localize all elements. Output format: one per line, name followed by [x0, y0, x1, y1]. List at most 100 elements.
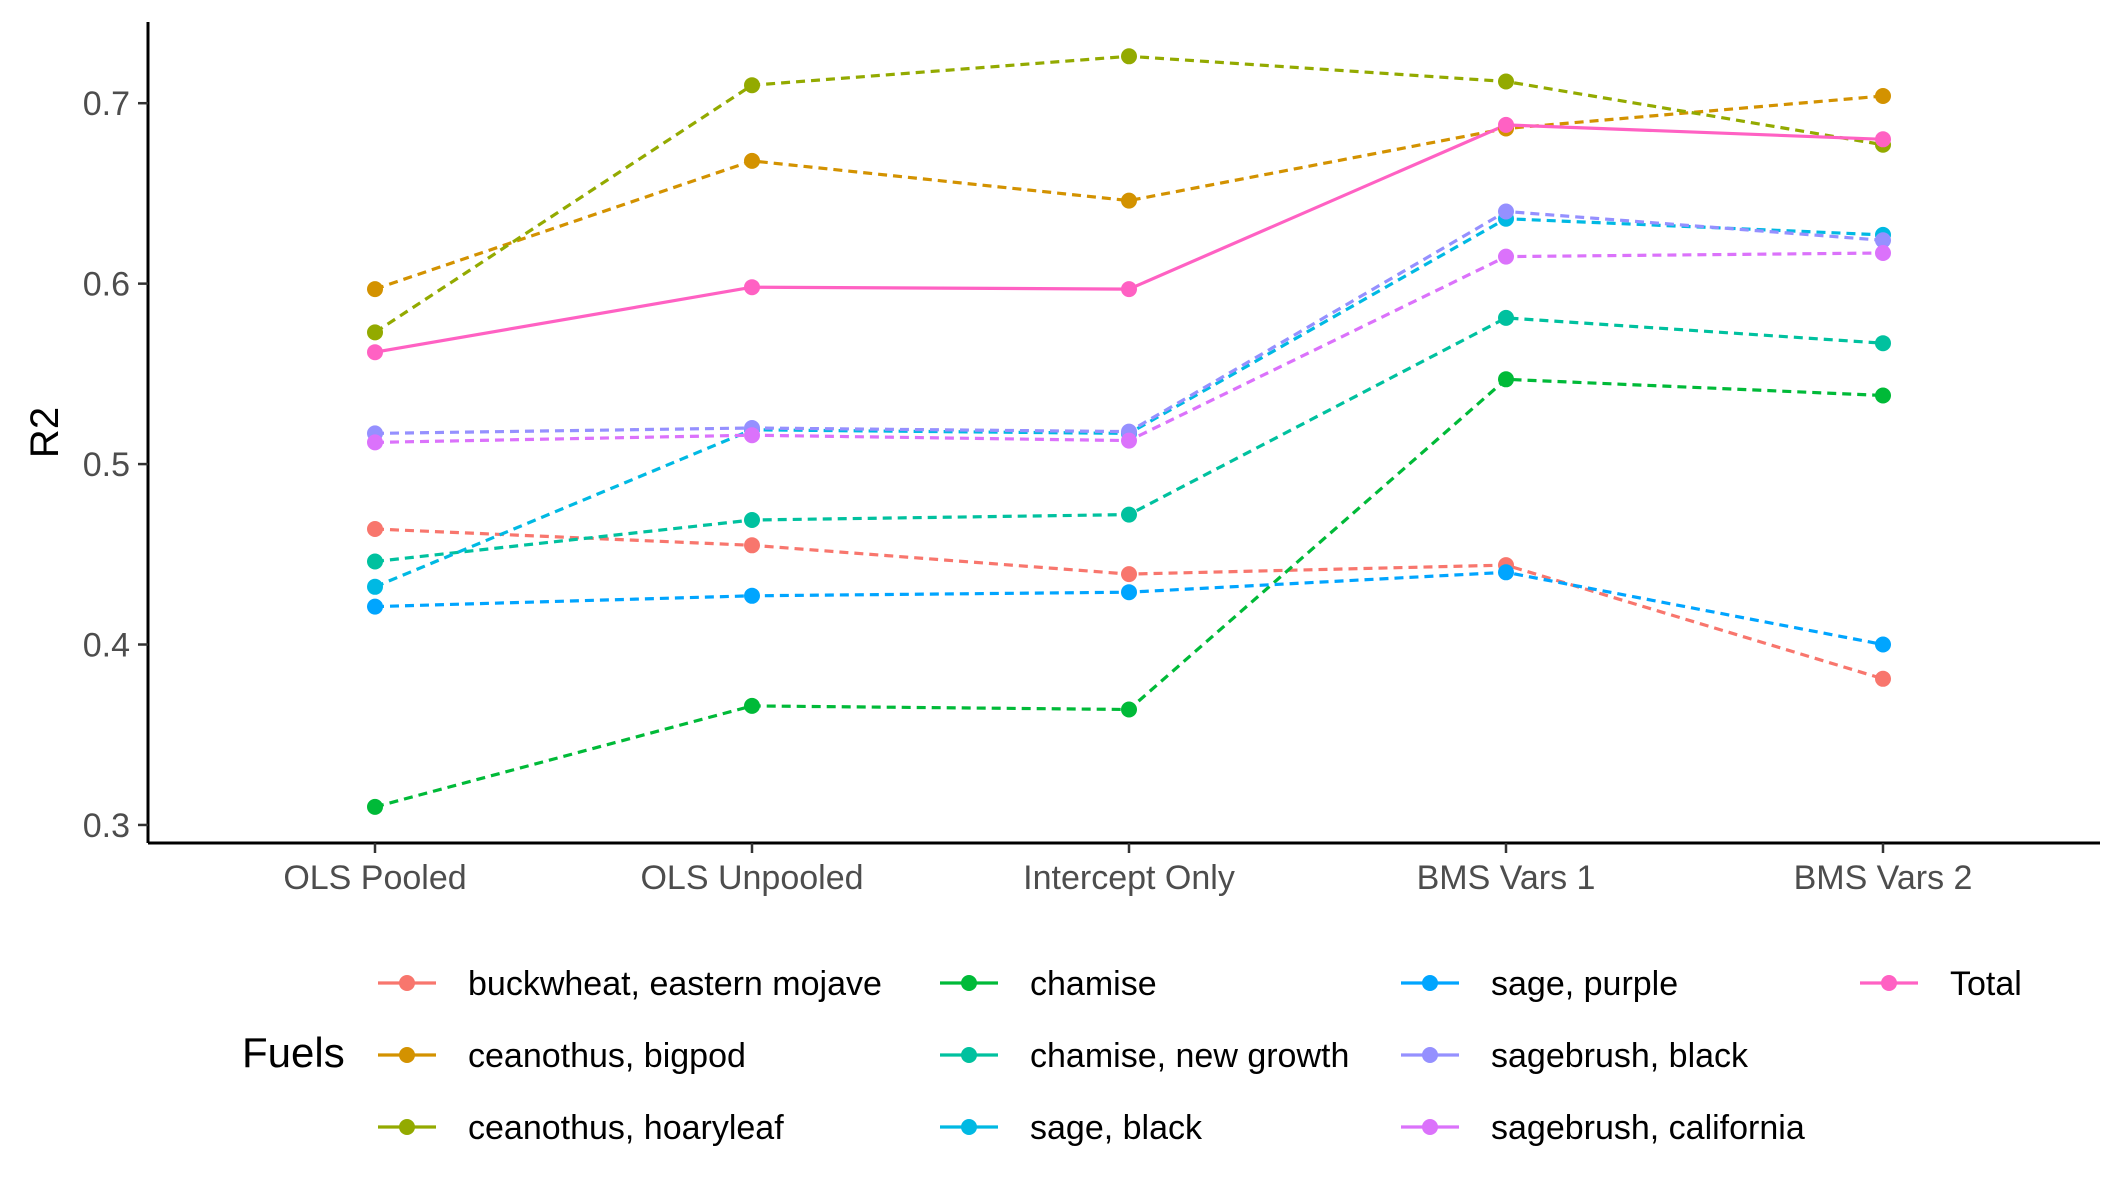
- data-point: [1498, 73, 1514, 90]
- data-point: [367, 578, 383, 595]
- data-point: [367, 553, 383, 570]
- legend: Fuels buckwheat, eastern mojave ceanothus,…: [242, 965, 2022, 1147]
- x-tick-label: Intercept Only: [1023, 859, 1235, 897]
- legend-item: Total: [1860, 965, 2022, 1003]
- x-tick-label: OLS Unpooled: [640, 859, 863, 897]
- series-line: [374, 123, 1884, 354]
- legend-key-point: [961, 1047, 977, 1063]
- data-point: [367, 324, 383, 341]
- legend-label: sagebrush, california: [1491, 1109, 1805, 1147]
- y-tick-label: 0.5: [83, 446, 130, 484]
- series-points: [367, 245, 1891, 451]
- legend-key-point: [961, 1119, 977, 1135]
- legend-label: sage, purple: [1491, 965, 1678, 1003]
- y-axis-title: R2: [23, 407, 67, 458]
- data-point: [744, 77, 760, 94]
- data-point: [744, 152, 760, 169]
- legend-label: sagebrush, black: [1491, 1037, 1749, 1075]
- y-tick-label: 0.3: [83, 807, 130, 845]
- series-group: [374, 527, 1884, 681]
- series-points: [367, 371, 1891, 815]
- data-point: [367, 434, 383, 451]
- data-point: [1875, 636, 1891, 653]
- legend-label: Total: [1950, 965, 2022, 1003]
- legend-key-point: [399, 1119, 415, 1135]
- data-point: [1121, 48, 1137, 65]
- data-point: [744, 697, 760, 714]
- series-points: [367, 88, 1891, 298]
- data-point: [367, 798, 383, 815]
- data-point: [1875, 131, 1891, 148]
- data-point: [1121, 192, 1137, 209]
- legend-key-point: [399, 1047, 415, 1063]
- legend-label: ceanothus, hoaryleaf: [468, 1109, 784, 1147]
- data-point: [1875, 245, 1891, 261]
- data-point: [1498, 371, 1514, 388]
- series-points: [367, 564, 1891, 653]
- legend-key-point: [399, 975, 415, 991]
- y-tick-label: 0.4: [83, 627, 130, 665]
- data-point: [1875, 88, 1891, 104]
- data-point: [1498, 203, 1514, 220]
- series-group: [374, 217, 1884, 589]
- series-layer: [367, 48, 1891, 815]
- data-point: [1121, 281, 1137, 298]
- series-points: [367, 203, 1891, 442]
- legend-item: buckwheat, eastern mojave: [378, 965, 882, 1003]
- series-line: [374, 570, 1884, 647]
- legend-label: chamise, new growth: [1030, 1037, 1349, 1075]
- legend-label: ceanothus, bigpod: [468, 1037, 746, 1075]
- series-group: [374, 123, 1884, 354]
- legend-item: sagebrush, california: [1401, 1109, 1805, 1147]
- legend-key-point: [961, 975, 977, 991]
- data-point: [744, 537, 760, 554]
- data-point: [1875, 387, 1891, 404]
- legend-item: ceanothus, hoaryleaf: [378, 1109, 784, 1147]
- y-tick-label: 0.6: [83, 266, 130, 304]
- legend-item: ceanothus, bigpod: [378, 1037, 746, 1075]
- data-point: [1498, 116, 1514, 133]
- legend-item: sage, black: [940, 1109, 1203, 1147]
- axes: 0.3 0.4 0.5 0.6 0.7 OLS Pooled OLS Unpooled Int…: [23, 22, 2100, 897]
- data-point: [744, 427, 760, 444]
- legend-key-point: [1422, 1119, 1438, 1135]
- data-point: [744, 279, 760, 296]
- legend-label: chamise: [1030, 965, 1157, 1003]
- data-point: [367, 344, 383, 361]
- series-line: [374, 94, 1884, 291]
- data-point: [1498, 564, 1514, 581]
- x-tick-label: BMS Vars 2: [1794, 859, 1973, 897]
- data-point: [1121, 506, 1137, 523]
- legend-title: Fuels: [242, 1029, 345, 1076]
- series-points: [367, 210, 1891, 595]
- data-point: [1875, 335, 1891, 352]
- data-point: [744, 512, 760, 528]
- data-point: [367, 598, 383, 615]
- series-points: [367, 116, 1891, 361]
- legend-key-point: [1881, 975, 1897, 991]
- series-line: [374, 527, 1884, 681]
- data-point: [744, 587, 760, 604]
- legend-label: buckwheat, eastern mojave: [468, 965, 882, 1003]
- data-point: [1121, 584, 1137, 601]
- legend-key-point: [1422, 975, 1438, 991]
- series-group: [374, 209, 1884, 435]
- data-point: [367, 521, 383, 537]
- data-point: [1875, 232, 1891, 249]
- data-point: [1498, 248, 1514, 265]
- legend-label: sage, black: [1030, 1109, 1203, 1147]
- legend-item: sage, purple: [1401, 965, 1678, 1003]
- x-tick-label: BMS Vars 1: [1417, 859, 1596, 897]
- series-points: [367, 521, 1891, 687]
- data-point: [1121, 432, 1137, 449]
- data-point: [367, 281, 383, 298]
- series-group: [374, 94, 1884, 291]
- series-line: [374, 209, 1884, 435]
- data-point: [1875, 670, 1891, 687]
- data-point: [1121, 566, 1137, 583]
- data-point: [1498, 309, 1514, 326]
- legend-item: chamise: [940, 965, 1157, 1003]
- series-line: [374, 217, 1884, 589]
